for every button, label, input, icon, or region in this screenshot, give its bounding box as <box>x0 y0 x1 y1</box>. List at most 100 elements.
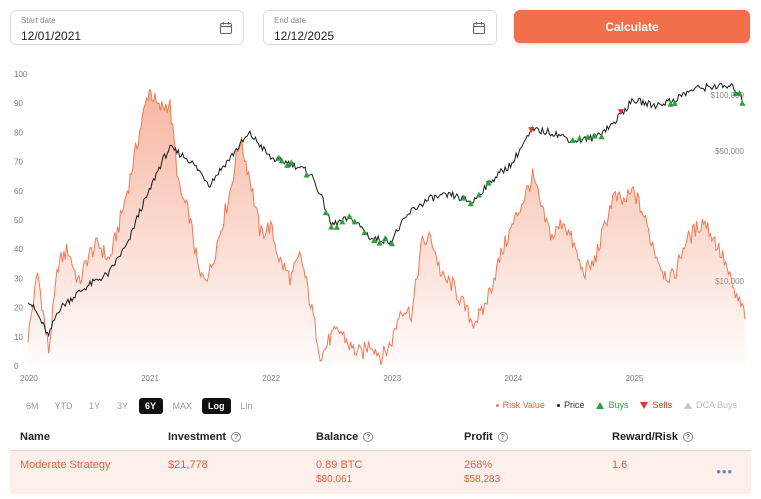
buy-marker <box>371 237 378 244</box>
left-tick-label: 70 <box>14 158 23 167</box>
left-tick-label: 60 <box>14 187 23 196</box>
buy-marker <box>485 179 492 186</box>
dca-triangle-icon <box>683 401 692 409</box>
scale-lin-button[interactable]: Lin <box>235 398 259 414</box>
buy-marker <box>736 89 743 96</box>
end-date-field[interactable]: End date 12/12/2025 <box>263 10 497 45</box>
buy-triangle-icon <box>596 401 605 409</box>
buy-marker <box>351 218 358 225</box>
col-balance: Balance? <box>316 431 374 443</box>
x-tick-label: 2021 <box>141 374 159 383</box>
col-reward: Reward/Risk? <box>612 431 694 443</box>
range-selector: 6M YTD 1Y 3Y 6Y MAX Log Lin <box>20 396 259 416</box>
buy-marker <box>584 133 591 140</box>
trade-markers <box>275 89 746 247</box>
x-tick-label: 2020 <box>20 374 38 383</box>
strategy-name[interactable]: Moderate Strategy <box>20 459 111 471</box>
start-date-label: Start date <box>21 16 56 25</box>
range-1y-button[interactable]: 1Y <box>83 398 107 414</box>
buy-marker <box>288 159 295 166</box>
price-line <box>27 82 746 338</box>
buy-marker <box>671 99 678 106</box>
legend-dca[interactable]: DCA Buys <box>683 400 737 410</box>
legend-price[interactable]: Price <box>556 400 584 410</box>
legend-sells[interactable]: Sells <box>640 400 672 410</box>
balance-usd: $80,061 <box>316 474 353 485</box>
info-icon[interactable]: ? <box>231 432 242 442</box>
range-3y-button[interactable]: 3Y <box>111 398 135 414</box>
right-tick-label: $100,000 <box>711 91 745 100</box>
buy-marker <box>278 157 285 164</box>
sell-triangle-icon <box>640 401 649 409</box>
range-6y-button[interactable]: 6Y <box>138 398 163 414</box>
x-tick-label: 2022 <box>262 374 280 383</box>
buy-marker <box>460 194 467 201</box>
left-tick-label: 0 <box>14 362 19 371</box>
calendar-icon[interactable] <box>472 21 486 35</box>
buy-marker <box>275 154 282 161</box>
balance-btc: 0.89 BTC <box>316 459 363 471</box>
buy-marker <box>467 200 474 207</box>
col-name: Name <box>20 431 50 443</box>
left-tick-label: 90 <box>14 99 23 108</box>
buy-marker <box>303 171 310 178</box>
x-tick-label: 2023 <box>383 374 401 383</box>
range-ytd-button[interactable]: YTD <box>49 398 79 414</box>
range-6m-button[interactable]: 6M <box>20 398 45 414</box>
legend-buys[interactable]: Buys <box>596 400 628 410</box>
range-max-button[interactable]: MAX <box>167 398 199 414</box>
risk-line <box>27 89 746 366</box>
buy-marker <box>322 209 329 216</box>
x-axis: 2020 2021 2022 2023 2024 2025 <box>20 374 644 383</box>
end-date-label: End date <box>274 16 307 25</box>
buy-marker <box>739 99 746 106</box>
buy-marker <box>389 240 396 247</box>
info-icon[interactable]: ? <box>363 432 374 442</box>
legend-risk[interactable]: Risk Value <box>495 400 545 410</box>
buy-marker <box>346 213 353 220</box>
left-tick-label: 40 <box>14 245 23 254</box>
left-tick-label: 10 <box>14 333 23 342</box>
buy-marker <box>333 223 340 230</box>
profit-pct: 268% <box>464 459 493 471</box>
col-investment: Investment? <box>168 431 242 443</box>
table-row[interactable]: Moderate Strategy $21,778 0.89 BTC $80,0… <box>10 450 751 494</box>
investment-value: $21,778 <box>168 459 208 471</box>
start-date-field[interactable]: Start date 12/01/2021 <box>10 10 244 45</box>
buy-marker <box>598 133 605 140</box>
left-tick-label: 100 <box>14 70 28 79</box>
calendar-icon[interactable] <box>219 21 233 35</box>
risk-dot-icon <box>495 403 499 407</box>
buy-marker <box>284 161 291 168</box>
buy-marker <box>732 90 739 97</box>
price-dot-icon <box>556 403 560 407</box>
buy-marker <box>591 132 598 139</box>
reward-risk-value: 1.6 <box>612 459 628 471</box>
buy-marker <box>475 191 482 198</box>
buy-marker <box>328 223 335 230</box>
sell-marker <box>617 109 624 116</box>
buy-marker <box>376 239 383 246</box>
col-profit: Profit? <box>464 431 508 443</box>
info-icon[interactable]: ? <box>497 432 508 442</box>
results-table-header: Name Investment? Balance? Profit? Reward… <box>0 425 761 449</box>
risk-area <box>28 89 745 367</box>
chart-legend: Risk Value Price Buys Sells DCA Buys <box>495 400 737 410</box>
more-options-icon[interactable]: ••• <box>716 464 733 479</box>
scale-log-button[interactable]: Log <box>202 398 231 414</box>
sell-marker <box>528 127 535 134</box>
right-tick-label: $50,000 <box>715 147 744 156</box>
profit-usd: $58,283 <box>464 474 501 485</box>
x-tick-label: 2024 <box>504 374 522 383</box>
buy-marker <box>382 235 389 242</box>
start-date-value[interactable]: 12/01/2021 <box>21 29 82 43</box>
buy-marker <box>361 229 368 236</box>
left-axis: 0 10 20 30 40 50 60 70 80 90 100 <box>14 70 28 371</box>
left-tick-label: 30 <box>14 274 23 283</box>
info-icon[interactable]: ? <box>683 432 694 442</box>
calculate-button[interactable]: Calculate <box>514 10 750 43</box>
end-date-value[interactable]: 12/12/2025 <box>274 29 335 43</box>
left-tick-label: 50 <box>14 216 23 225</box>
buy-marker <box>339 218 346 225</box>
